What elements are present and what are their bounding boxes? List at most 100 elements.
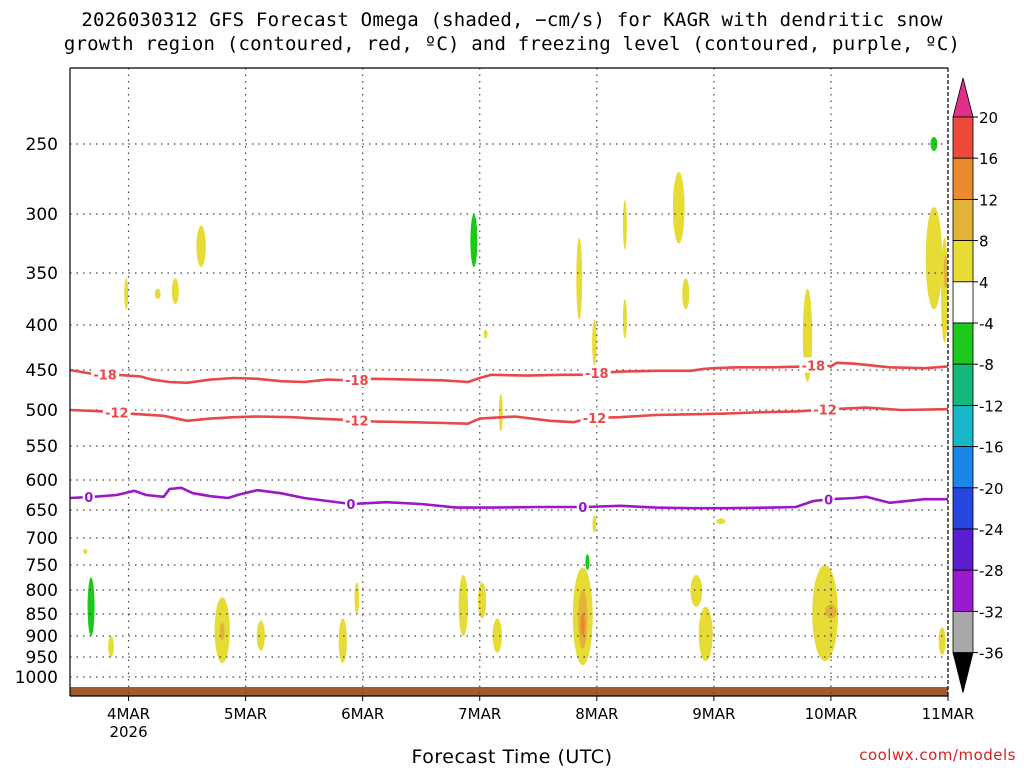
colorbar-label: -4 — [979, 315, 994, 333]
x-tick-label: 9MAR — [692, 705, 735, 723]
y-tick-label: 350 — [26, 264, 58, 284]
y-tick-label: 800 — [26, 581, 58, 601]
credit-text[interactable]: coolwx.com/models — [859, 746, 1016, 764]
omega-shade-region — [592, 515, 597, 533]
contour-label: -18 — [585, 367, 609, 382]
colorbar-swatch — [952, 363, 974, 406]
contour-label-bg — [82, 489, 95, 505]
omega-shade-region — [477, 582, 487, 619]
omega-shade-region — [256, 620, 265, 651]
contour-label-bg — [344, 496, 357, 511]
colorbar-swatch — [952, 281, 974, 324]
omega-shade-region — [925, 207, 943, 310]
colorbar-label: 8 — [979, 233, 989, 251]
colorbar-label: -32 — [979, 603, 1004, 621]
omega-shade-region — [492, 618, 502, 653]
colorbar-label: -16 — [979, 439, 1004, 457]
omega-shade-region — [483, 329, 488, 339]
contour-label: -12 — [105, 407, 129, 422]
contour-label: -12 — [583, 412, 607, 427]
x-tick-label: 4MAR — [107, 705, 150, 723]
chart-title-line2: growth region (contoured, red, ºC) and f… — [63, 33, 961, 55]
colorbar-swatch — [952, 487, 974, 530]
omega-shade-region — [458, 575, 469, 636]
omega-shade-region — [83, 548, 88, 555]
contour-label: 0 — [84, 491, 93, 506]
colorbar-swatch — [952, 240, 974, 283]
omega-shade-region — [698, 606, 713, 662]
x-tick-label: 5MAR — [224, 705, 267, 723]
surface-terrain-band — [70, 687, 948, 696]
contour-line--12C — [69, 406, 949, 425]
y-tick-label: 950 — [26, 648, 58, 668]
colorbar-swatch — [952, 569, 974, 612]
colorbar-swatch — [952, 446, 974, 489]
omega-shade-region — [622, 299, 627, 339]
contour-label: -12 — [813, 404, 837, 419]
omega-shade-region — [938, 627, 946, 655]
omega-shade-region — [219, 622, 225, 641]
y-tick-label: 700 — [26, 529, 58, 549]
colorbar-arrow-top — [952, 77, 974, 118]
omega-shade-region — [498, 394, 503, 432]
x-tick-label: 6MAR — [341, 705, 384, 723]
colorbar-swatch — [952, 198, 974, 241]
y-tick-label: 500 — [26, 401, 58, 421]
contour-label-bg — [576, 499, 589, 514]
omega-shade-region — [338, 618, 347, 663]
y-tick-label: 250 — [26, 135, 58, 155]
y-tick-label: 400 — [26, 316, 58, 336]
omega-shade-region — [585, 554, 590, 570]
contour-label: 0 — [824, 493, 833, 508]
contour-label-bg — [799, 357, 828, 373]
y-tick-label: 750 — [26, 556, 58, 576]
x-tick-label: 10MAR — [805, 705, 858, 723]
omega-shade-region — [940, 237, 948, 343]
x-tick-sublabel: 2026 — [109, 723, 147, 741]
omega-shade-region — [825, 604, 837, 619]
contour-label: -12 — [345, 414, 369, 429]
y-tick-label: 850 — [26, 605, 58, 625]
y-tick-label: 450 — [26, 361, 58, 381]
contour-label: 0 — [578, 501, 587, 516]
colorbar-swatch — [952, 322, 974, 365]
colorbar-arrow-bottom — [952, 652, 974, 693]
omega-shade-region — [87, 577, 95, 636]
colorbar-swatch — [952, 157, 974, 200]
contour-label-bg — [102, 404, 131, 420]
colorbar-label: -28 — [979, 562, 1004, 580]
x-tick-label: 11MAR — [922, 705, 975, 723]
omega-shade-region — [592, 319, 597, 366]
omega-shade-region — [622, 200, 627, 250]
contour-label-bg — [582, 365, 611, 381]
colorbar-swatch — [952, 404, 974, 447]
contour-label-bg — [811, 401, 840, 417]
colorbar-label: -20 — [979, 480, 1004, 498]
colorbar-label: -8 — [979, 356, 994, 374]
omega-shade-region — [470, 214, 478, 268]
contour-label: 0 — [346, 498, 355, 513]
colorbar-label: 4 — [979, 274, 989, 292]
chart-title-line1: 2026030312 GFS Forecast Omega (shaded, −… — [81, 9, 943, 31]
colorbar-label: 20 — [979, 109, 998, 127]
colorbar-label: 16 — [979, 150, 998, 168]
colorbar-label: 12 — [979, 191, 998, 209]
omega-shade-region — [580, 614, 586, 636]
contour-label-bg — [91, 366, 120, 382]
omega-shade-region — [108, 636, 114, 657]
colorbar-swatch — [952, 611, 974, 654]
colorbar-swatch — [952, 528, 974, 571]
omega-shade-region — [576, 237, 583, 320]
colorbar-label: -24 — [979, 521, 1004, 539]
y-tick-label: 900 — [26, 627, 58, 647]
omega-shade-region — [196, 225, 206, 268]
contour-label-bg — [580, 409, 609, 425]
omega-shade-region — [943, 255, 948, 289]
x-tick-label: 7MAR — [458, 705, 501, 723]
contour-line-0C — [69, 486, 948, 510]
omega-shade-region — [682, 278, 690, 310]
omega-shade-region — [930, 137, 938, 151]
x-tick-label: 8MAR — [575, 705, 618, 723]
omega-shade-region — [716, 518, 726, 524]
